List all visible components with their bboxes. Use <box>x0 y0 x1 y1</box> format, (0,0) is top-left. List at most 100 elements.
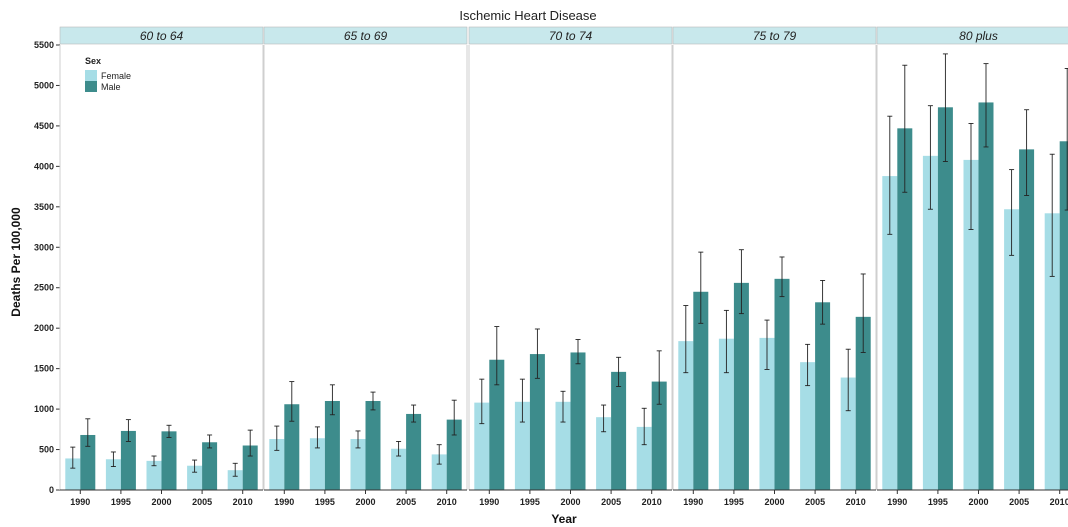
male-bar <box>733 282 749 490</box>
female-bar <box>718 338 734 490</box>
legend-label-female: Female <box>101 71 131 81</box>
male-bar <box>978 102 994 490</box>
female-bar <box>187 465 203 490</box>
male-bar <box>120 430 136 490</box>
facet-strip <box>468 26 673 45</box>
x-tick-label: 1995 <box>724 497 744 507</box>
female-bar <box>800 362 816 490</box>
facet-label: 70 to 74 <box>549 29 593 43</box>
male-bar <box>1059 141 1068 491</box>
x-tick-label: 2005 <box>192 497 212 507</box>
x-tick-label: 1995 <box>315 497 335 507</box>
female-bar <box>1044 213 1060 491</box>
female-bar <box>678 341 694 490</box>
facet-strip <box>876 26 1068 45</box>
y-tick-label: 5500 <box>34 40 54 50</box>
male-bar <box>937 107 953 491</box>
legend-title: Sex <box>85 56 101 66</box>
y-axis: 0 500 1000 1500 2000 2500 3000 3500 4000 4500 5000… <box>34 40 60 495</box>
legend-swatch-male <box>85 81 97 92</box>
x-tick-label: 1995 <box>520 497 540 507</box>
female-bar <box>309 438 325 490</box>
male-bar <box>406 413 422 490</box>
male-bar <box>693 291 709 490</box>
legend-swatch-female <box>85 70 97 81</box>
facet-panel: 80 plus 1990 1995 2000 2005 2010 <box>876 26 1068 507</box>
female-bar <box>227 470 243 490</box>
female-bar <box>146 460 162 490</box>
x-tick-label: 1990 <box>70 497 90 507</box>
y-tick-label: 2000 <box>34 323 54 333</box>
legend-label-male: Male <box>101 82 121 92</box>
male-bar <box>284 404 300 490</box>
female-bar <box>431 454 447 490</box>
male-bar <box>855 316 871 490</box>
facet-strip <box>263 26 468 45</box>
male-bar <box>365 401 381 490</box>
facet-panels: 60 to 64 1990 1995 2000 2005 2010 65 to 69 1990… <box>59 26 1068 507</box>
facet-panel: 70 to 74 1990 1995 2000 2005 2010 <box>468 26 673 507</box>
x-tick-label: 2010 <box>642 497 662 507</box>
male-bar <box>161 431 177 490</box>
facet-label: 60 to 64 <box>140 29 184 43</box>
female-bar <box>963 159 979 490</box>
female-bar <box>65 458 81 490</box>
x-tick-label: 2005 <box>805 497 825 507</box>
x-tick-label: 2000 <box>560 497 580 507</box>
male-bar <box>489 359 505 490</box>
female-bar <box>882 176 898 490</box>
male-bar <box>242 445 258 490</box>
facet-panel: 65 to 69 1990 1995 2000 2005 2010 <box>263 26 468 507</box>
x-tick-label: 2010 <box>437 497 457 507</box>
female-bar <box>636 426 652 490</box>
x-tick-label: 2010 <box>1050 497 1068 507</box>
y-tick-label: 3500 <box>34 202 54 212</box>
x-tick-label: 2005 <box>396 497 416 507</box>
male-bar <box>324 401 340 490</box>
x-tick-label: 1990 <box>274 497 294 507</box>
chart-title: Ischemic Heart Disease <box>459 8 596 23</box>
female-bar <box>350 439 366 490</box>
female-bar <box>1004 209 1020 490</box>
female-bar <box>105 459 121 490</box>
x-tick-label: 2010 <box>233 497 253 507</box>
female-bar <box>840 377 856 490</box>
y-tick-label: 4000 <box>34 161 54 171</box>
x-tick-label: 1990 <box>887 497 907 507</box>
facet-label: 80 plus <box>959 29 998 43</box>
male-bar <box>446 419 462 490</box>
male-bar <box>1019 149 1035 490</box>
facet-panel: 75 to 79 1990 1995 2000 2005 2010 <box>672 26 877 507</box>
y-tick-label: 2500 <box>34 283 54 293</box>
female-bar <box>759 337 775 490</box>
y-tick-label: 5000 <box>34 80 54 90</box>
x-tick-label: 2000 <box>968 497 988 507</box>
x-tick-label: 2005 <box>1009 497 1029 507</box>
x-tick-label: 2005 <box>601 497 621 507</box>
x-tick-label: 2000 <box>151 497 171 507</box>
facet-strip <box>59 26 264 45</box>
x-tick-label: 2000 <box>764 497 784 507</box>
y-tick-label: 4500 <box>34 121 54 131</box>
facet-label: 65 to 69 <box>344 29 388 43</box>
male-bar <box>651 381 667 490</box>
female-bar <box>922 155 938 490</box>
male-bar <box>80 434 96 490</box>
x-tick-label: 1995 <box>928 497 948 507</box>
y-axis-title: Deaths Per 100,000 <box>9 207 23 317</box>
male-bar <box>570 352 586 490</box>
male-bar <box>774 278 790 490</box>
female-bar <box>514 401 530 490</box>
male-bar <box>611 371 627 490</box>
facet-label: 75 to 79 <box>753 29 797 43</box>
x-tick-label: 1990 <box>479 497 499 507</box>
female-bar <box>596 417 612 490</box>
x-tick-label: 1990 <box>683 497 703 507</box>
male-bar <box>202 442 218 490</box>
y-tick-label: 500 <box>39 445 54 455</box>
facet-strip <box>672 26 877 45</box>
y-tick-label: 1500 <box>34 364 54 374</box>
x-tick-label: 1995 <box>111 497 131 507</box>
